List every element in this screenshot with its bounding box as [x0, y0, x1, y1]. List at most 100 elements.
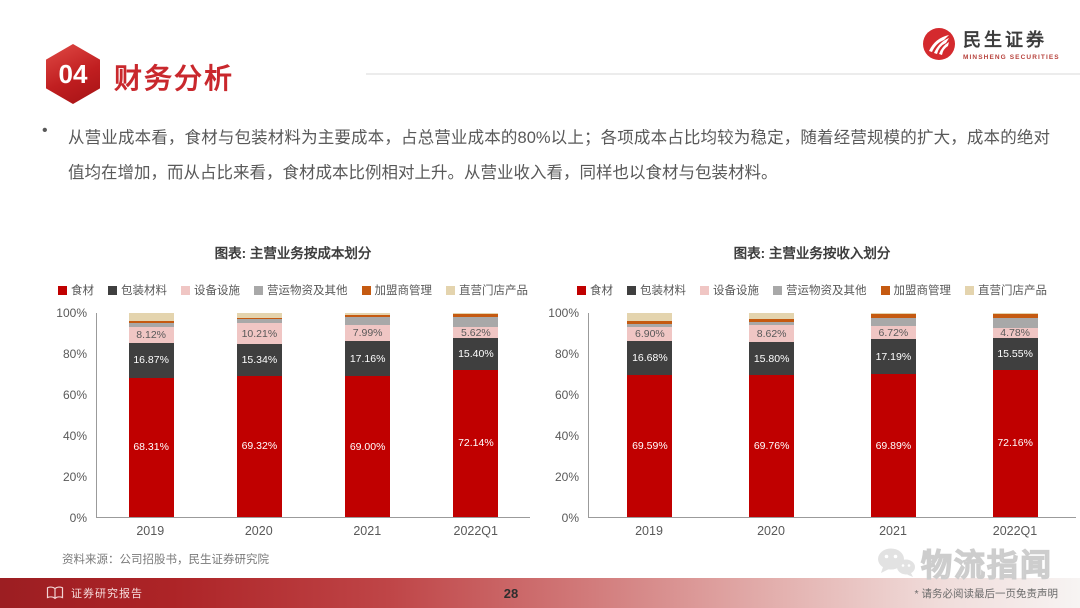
x-tick-label: 2020 [757, 524, 785, 538]
bar-segment: 69.76% [749, 374, 795, 517]
x-axis: 2019 2020 2021 2022Q1 [548, 524, 1076, 538]
page-number: 28 [503, 585, 519, 601]
bar-slot: 69.32% 15.34% 10.21% [205, 313, 313, 517]
summary-block: • 从营业成本看，食材与包装材料为主要成本，占总营业成本的80%以上；各项成本占… [42, 121, 1050, 191]
y-tick-label: 0% [69, 511, 87, 525]
bar-segment-label: 8.62% [756, 327, 787, 340]
bar-segment: 72.16% [992, 369, 1038, 517]
bar-segment-label: 16.68% [632, 352, 668, 365]
bar-segment: 7.99% [345, 324, 391, 342]
bar-segment [128, 313, 174, 322]
bar-segment [870, 313, 916, 315]
legend-swatch [965, 285, 974, 295]
chart-title: 图表: 主营业务按成本划分 [214, 246, 372, 261]
y-tick-label: 0% [561, 511, 579, 525]
legend-label: 直营门店产品 [978, 285, 1047, 297]
legend-item: 加盟商管理 [361, 282, 433, 298]
bar-segment [128, 321, 174, 323]
bar-segment-label: 69.32% [241, 440, 278, 453]
page-title: 财务分析 [114, 63, 235, 94]
bar-segment [236, 313, 282, 318]
bar-segment-label: 8.12% [136, 328, 167, 341]
stacked-bar: 72.14% 15.40% 5.62% [453, 313, 499, 517]
book-icon [46, 586, 64, 600]
bar-segment: 69.32% [236, 375, 282, 517]
x-axis-spacer [56, 524, 96, 538]
bar-segment-label: 72.14% [458, 437, 494, 450]
plot-area: 100% 80% 60% 40% 20% 0% 68.31% 16.87% 8.12% 69.32… [56, 306, 530, 525]
legend-label: 加盟商管理 [374, 285, 433, 297]
legend-item: 包装材料 [108, 282, 167, 298]
bar-segment-label: 69.59% [632, 440, 668, 453]
legend-item: 包装材料 [627, 282, 686, 298]
legend-swatch [446, 285, 455, 295]
bar-slot: 72.16% 15.55% 4.78% [954, 313, 1076, 517]
bar-segment [236, 318, 282, 324]
legend-item: 设备设施 [700, 282, 759, 298]
y-tick-label: 60% [62, 388, 87, 402]
bar-segment: 10.21% [236, 323, 282, 345]
charts-row: 图表: 主营业务按成本划分 食材 包装材料 设备设施 营运物资及其他 加盟商管理 直营门店产… [56, 246, 1076, 538]
legend-label: 加盟商管理 [893, 285, 952, 297]
bar-slot: 68.31% 16.87% 8.12% [97, 313, 205, 517]
bar-slot: 69.59% 16.68% 6.90% [589, 313, 711, 517]
x-tick-label: 2022Q1 [453, 524, 498, 538]
logo-name-cn: 民生证券 [963, 30, 1047, 50]
y-tick-label: 20% [554, 470, 579, 484]
bar-segment-label: 6.72% [878, 326, 909, 339]
bar-segment: 17.19% [870, 339, 916, 375]
stacked-bar: 69.32% 15.34% 10.21% [236, 313, 282, 517]
x-tick-label: 2022Q1 [992, 524, 1038, 538]
legend-label: 食材 [71, 285, 94, 297]
legend-swatch [254, 285, 263, 295]
bar-segment-label: 15.80% [753, 352, 790, 365]
x-tick-row: 2019 2020 2021 2022Q1 [588, 524, 1076, 538]
bar-segment: 15.34% [236, 344, 282, 376]
bar-segment [345, 314, 391, 317]
section-number: 04 [58, 58, 88, 89]
bar-slot: 72.14% 15.40% 5.62% [422, 313, 530, 517]
legend-label: 直营门店产品 [459, 285, 528, 297]
legend-label: 包装材料 [640, 285, 686, 297]
legend-swatch [880, 285, 890, 295]
bar-slot: 69.00% 17.16% 7.99% [314, 313, 422, 517]
footer-disclaimer: * 请务必阅读最后一页免责声明 [914, 587, 1058, 600]
bar-segment-label: 6.90% [634, 328, 665, 340]
bar-segment [870, 317, 916, 326]
legend-label: 设备设施 [194, 285, 240, 297]
section-number-badge: 04 [46, 44, 100, 104]
bar-segment: 16.68% [627, 341, 673, 376]
bar-segment: 17.16% [345, 341, 391, 377]
logo-text: 民生证券 MINSHENG SECURITIES [963, 26, 1060, 61]
bar-segment [345, 316, 391, 325]
bar-segment [749, 322, 795, 325]
legend-swatch [108, 285, 117, 295]
bar-segment [749, 313, 795, 320]
y-tick-label: 80% [554, 347, 579, 361]
x-tick-label: 2020 [244, 524, 273, 538]
header-divider [366, 73, 1080, 75]
legend-label: 食材 [590, 285, 613, 297]
bar-segment: 8.12% [128, 326, 174, 344]
stacked-bar: 69.89% 17.19% 6.72% [870, 313, 916, 517]
y-tick-label: 80% [62, 347, 87, 361]
legend-swatch [361, 285, 371, 295]
bar-slot: 69.89% 17.19% 6.72% [833, 313, 955, 517]
legend-swatch [181, 285, 190, 295]
chart-legend: 食材 包装材料 设备设施 营运物资及其他 加盟商管理 直营门店产品 [548, 282, 1076, 298]
watermark-text: 物流指闻 [920, 547, 1053, 583]
y-tick-label: 100% [548, 306, 579, 320]
bar-segment: 15.55% [992, 338, 1038, 370]
y-tick-label: 100% [56, 306, 87, 320]
bar-segment-label: 5.62% [460, 326, 491, 339]
legend-swatch [577, 285, 586, 295]
bar-segment [453, 314, 499, 317]
plot-area: 100% 80% 60% 40% 20% 0% 69.59% 16.68% 6.90% 69.76… [548, 306, 1076, 525]
logo-name-en: MINSHENG SECURITIES [963, 54, 1060, 61]
legend-item: 直营门店产品 [965, 282, 1047, 298]
bar-segment: 4.78% [992, 327, 1038, 339]
revenue-breakdown-chart: 图表: 主营业务按收入划分 食材 包装材料 设备设施 营运物资及其他 加盟商管理 直营门店产… [548, 246, 1076, 538]
legend-label: 包装材料 [121, 285, 167, 297]
bar-segment [236, 317, 282, 319]
bar-segment-label: 16.87% [133, 354, 169, 367]
